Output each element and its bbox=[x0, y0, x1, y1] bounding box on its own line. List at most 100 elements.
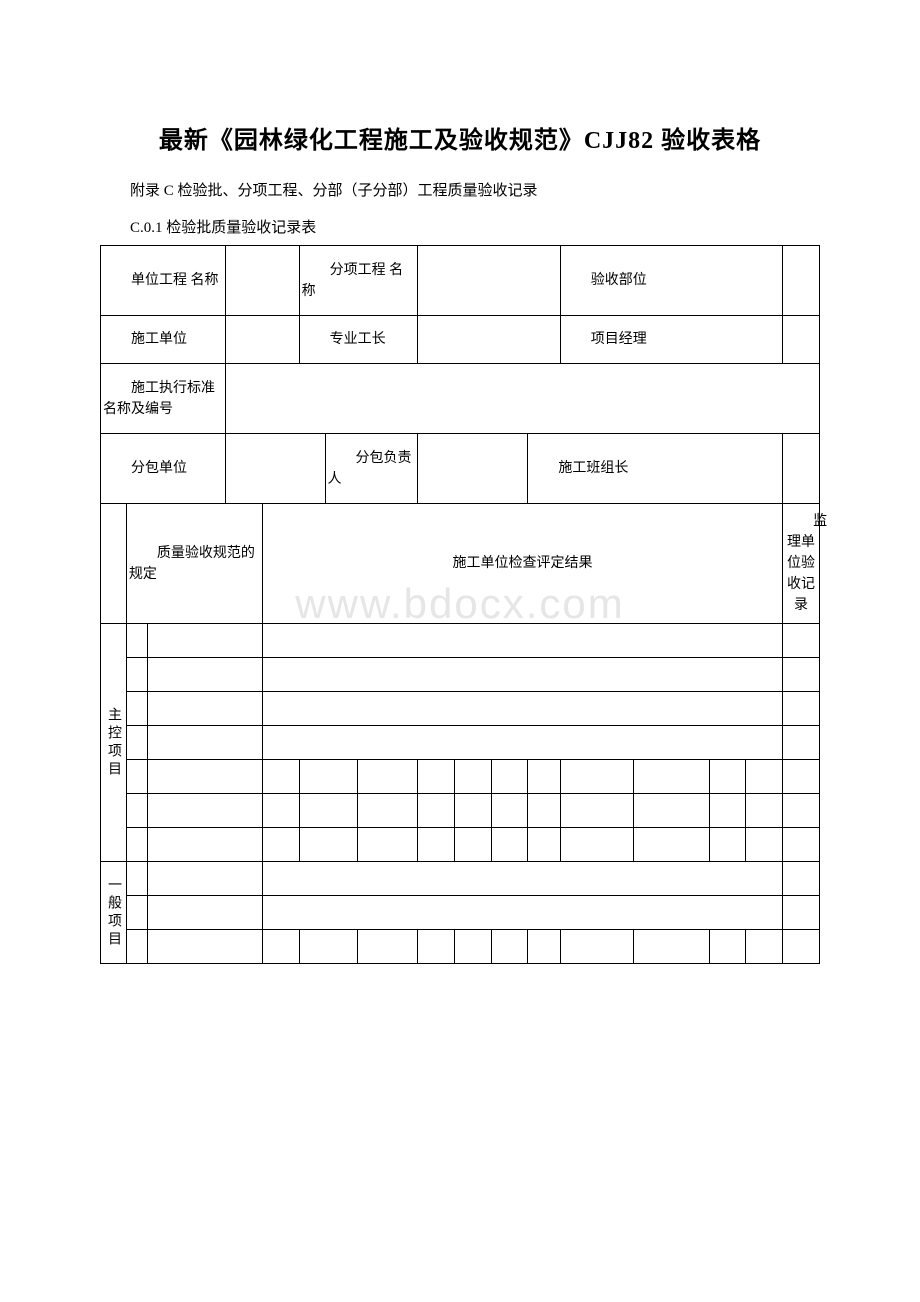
general-row-3-c10 bbox=[709, 930, 746, 964]
label-professional-foreman: 专业工长 bbox=[299, 316, 418, 364]
control-row-6-c11 bbox=[746, 794, 783, 828]
control-row-6-c10 bbox=[709, 794, 746, 828]
control-row-7-c5 bbox=[455, 828, 492, 862]
label-exec-standard: 施工执行标准名称及编号 bbox=[101, 364, 226, 434]
control-row-1-spec bbox=[148, 624, 262, 658]
control-row-5-c10 bbox=[709, 760, 746, 794]
control-row-5-c3 bbox=[357, 760, 417, 794]
control-row-1-record bbox=[783, 624, 820, 658]
value-project-manager bbox=[783, 316, 820, 364]
value-subcontract-leader bbox=[418, 434, 528, 504]
control-row-1-num bbox=[126, 624, 148, 658]
general-row-3-c9 bbox=[634, 930, 710, 964]
control-row-5-c8 bbox=[560, 760, 633, 794]
control-row-2-result bbox=[262, 658, 782, 692]
value-professional-foreman bbox=[418, 316, 560, 364]
control-row-7-record bbox=[783, 828, 820, 862]
general-row-2-num bbox=[126, 896, 148, 930]
label-construction-unit: 施工单位 bbox=[101, 316, 226, 364]
page-title: 最新《园林绿化工程施工及验收规范》CJJ82 验收表格 bbox=[100, 120, 820, 155]
control-row-5-c1 bbox=[262, 760, 299, 794]
value-acceptance-dept bbox=[783, 246, 820, 316]
control-row-4-record bbox=[783, 726, 820, 760]
control-row-5-c2 bbox=[299, 760, 357, 794]
general-row-2-record bbox=[783, 896, 820, 930]
general-row-3-c6 bbox=[491, 930, 528, 964]
control-row-7-c10 bbox=[709, 828, 746, 862]
control-row-7-c3 bbox=[357, 828, 417, 862]
control-row-6-c8 bbox=[560, 794, 633, 828]
control-row-7-spec bbox=[148, 828, 262, 862]
control-row-7-c8 bbox=[560, 828, 633, 862]
table-number-label: C.0.1 检验批质量验收记录表 bbox=[130, 216, 820, 237]
control-row-6-record bbox=[783, 794, 820, 828]
label-team-leader: 施工班组长 bbox=[528, 434, 783, 504]
control-row-5-c11 bbox=[746, 760, 783, 794]
general-row-1-num bbox=[126, 862, 148, 896]
control-row-2-num bbox=[126, 658, 148, 692]
value-construction-unit bbox=[226, 316, 299, 364]
value-subcontractor bbox=[226, 434, 325, 504]
control-row-5-record bbox=[783, 760, 820, 794]
control-row-5-c5 bbox=[455, 760, 492, 794]
appendix-subtitle: 附录 C 检验批、分项工程、分部（子分部）工程质量验收记录 bbox=[130, 179, 820, 200]
label-subcontractor: 分包单位 bbox=[101, 434, 226, 504]
value-exec-standard bbox=[226, 364, 820, 434]
control-row-5-spec bbox=[148, 760, 262, 794]
control-row-4-num bbox=[126, 726, 148, 760]
general-row-2-spec bbox=[148, 896, 262, 930]
control-row-5-c4 bbox=[418, 760, 455, 794]
general-row-1-result bbox=[262, 862, 782, 896]
general-row-3-num bbox=[126, 930, 148, 964]
control-row-7-num bbox=[126, 828, 148, 862]
general-row-3-spec bbox=[148, 930, 262, 964]
general-row-3-c11 bbox=[746, 930, 783, 964]
general-row-3-c1 bbox=[262, 930, 299, 964]
control-row-6-c3 bbox=[357, 794, 417, 828]
value-unit-project-name bbox=[226, 246, 299, 316]
general-row-3-record bbox=[783, 930, 820, 964]
label-unit-project-name: 单位工程 名称 bbox=[101, 246, 226, 316]
control-row-3-num bbox=[126, 692, 148, 726]
control-row-2-spec bbox=[148, 658, 262, 692]
control-row-6-c1 bbox=[262, 794, 299, 828]
label-acceptance-dept: 验收部位 bbox=[560, 246, 782, 316]
label-construction-check-result: 施工单位检查评定结果 bbox=[262, 504, 782, 624]
control-row-2-record bbox=[783, 658, 820, 692]
control-row-6-spec bbox=[148, 794, 262, 828]
general-row-3-c4 bbox=[418, 930, 455, 964]
label-project-manager: 项目经理 bbox=[560, 316, 782, 364]
control-row-7-c4 bbox=[418, 828, 455, 862]
label-sub-project-name: 分项工程 名称 bbox=[299, 246, 418, 316]
control-row-4-spec bbox=[148, 726, 262, 760]
acceptance-form-table: 单位工程 名称 分项工程 名称 验收部位 施工单位 专业工长 项目经理 施工执行… bbox=[100, 245, 820, 964]
control-row-6-c7 bbox=[528, 794, 560, 828]
general-row-3-c5 bbox=[455, 930, 492, 964]
control-row-5-c6 bbox=[491, 760, 528, 794]
blank-left-header bbox=[101, 504, 127, 624]
label-supervision-record: 监理单位验收记录 bbox=[783, 504, 820, 624]
control-row-6-c5 bbox=[455, 794, 492, 828]
value-team-leader bbox=[783, 434, 820, 504]
general-row-1-spec bbox=[148, 862, 262, 896]
control-row-7-c7 bbox=[528, 828, 560, 862]
control-row-7-c6 bbox=[491, 828, 528, 862]
control-row-5-c7 bbox=[528, 760, 560, 794]
value-sub-project-name bbox=[418, 246, 560, 316]
control-row-6-num bbox=[126, 794, 148, 828]
control-row-3-spec bbox=[148, 692, 262, 726]
general-row-3-c3 bbox=[357, 930, 417, 964]
general-row-1-record bbox=[783, 862, 820, 896]
label-general-items: 一般项目 bbox=[101, 862, 127, 964]
general-row-3-c7 bbox=[528, 930, 560, 964]
general-row-3-c2 bbox=[299, 930, 357, 964]
control-row-7-c9 bbox=[634, 828, 710, 862]
control-row-3-result bbox=[262, 692, 782, 726]
general-row-3-c8 bbox=[560, 930, 633, 964]
control-row-5-c9 bbox=[634, 760, 710, 794]
label-quality-spec: 质量验收规范的规定 bbox=[126, 504, 262, 624]
label-subcontract-leader: 分包负责人 bbox=[325, 434, 418, 504]
control-row-7-c2 bbox=[299, 828, 357, 862]
control-row-6-c4 bbox=[418, 794, 455, 828]
control-row-6-c2 bbox=[299, 794, 357, 828]
